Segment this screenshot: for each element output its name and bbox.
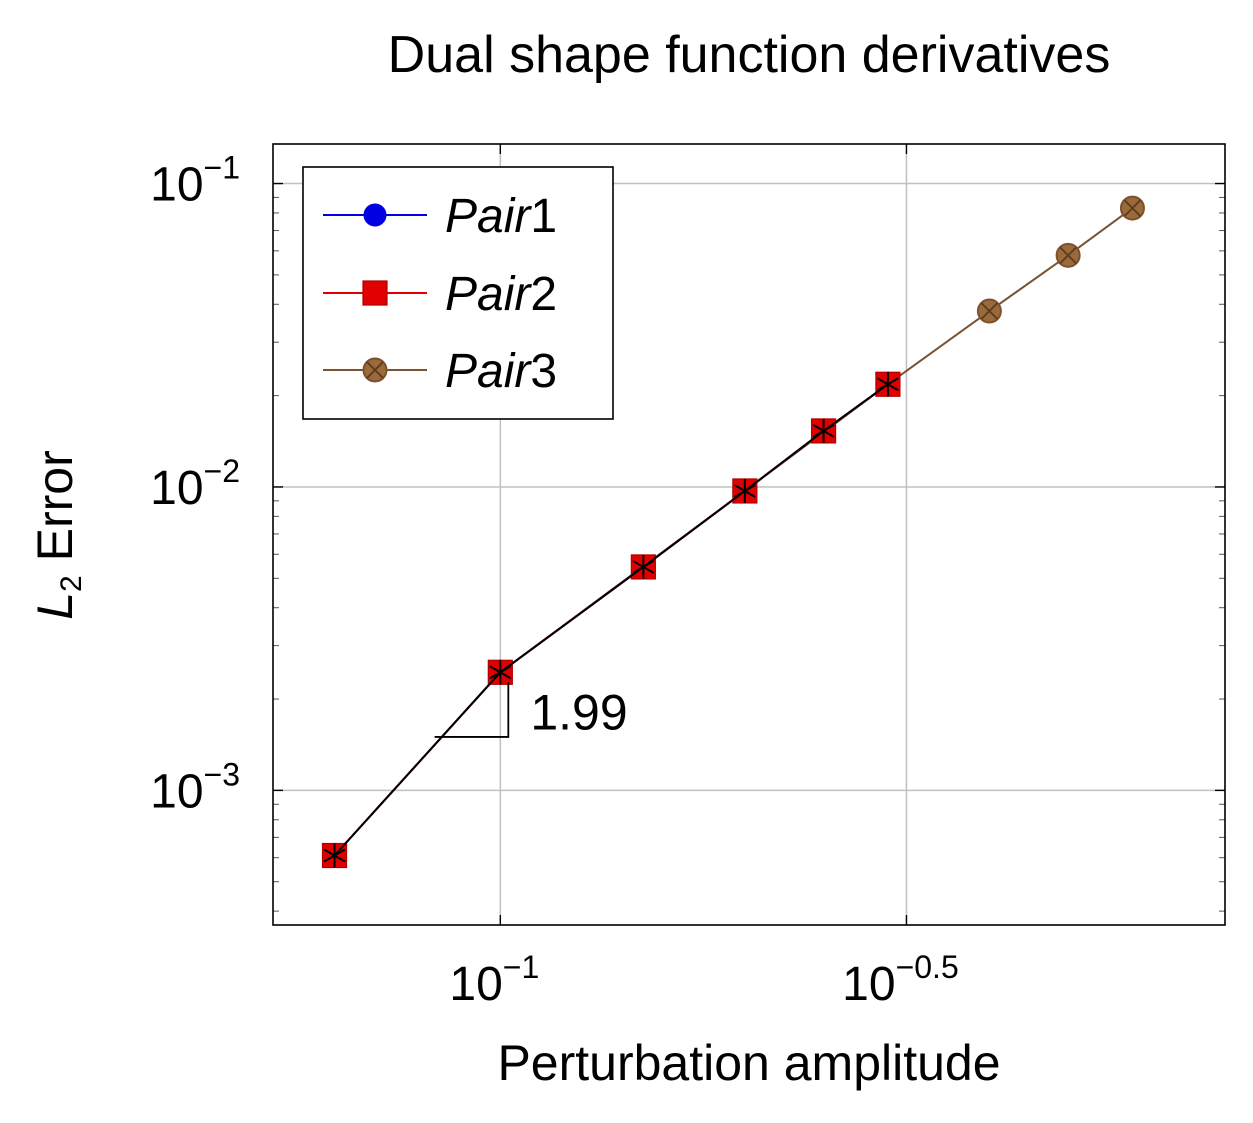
y-tick-label: 10−2: [150, 453, 240, 515]
y-tick-label-exponent: −3: [204, 756, 240, 792]
legend-label-text: Pair: [445, 345, 532, 398]
plot-frame: [272, 143, 1226, 926]
legend-marker: [362, 357, 388, 383]
legend-entry-pair2: Pair2: [323, 268, 557, 321]
reference-point: [323, 843, 346, 868]
reference-point: [632, 554, 655, 579]
y-axis-label-subscript: 2: [55, 575, 88, 592]
series-layer: [321, 195, 1145, 869]
y-tick-label: 10−1: [150, 150, 240, 212]
reference-point: [489, 660, 512, 685]
y-tick-label-exponent: −2: [204, 453, 240, 489]
minor-ticks: [273, 144, 1225, 925]
y-tick-label-base: 10: [150, 765, 203, 818]
y-axis-label-rest: Error: [27, 450, 83, 575]
legend-label-number: 1: [530, 190, 557, 243]
reference-point: [877, 372, 899, 397]
legend-entry-pair3: Pair3: [323, 345, 557, 398]
y-tick-label-base: 10: [150, 462, 203, 515]
legend-label: Pair2: [445, 268, 557, 321]
data-point-pair3: [1055, 242, 1081, 268]
legend-marker: [362, 280, 388, 306]
legend-marker: [363, 203, 387, 227]
reference-line: [333, 383, 889, 857]
x-axis-label: Perturbation amplitude: [497, 1035, 1000, 1091]
legend-label: Pair1: [445, 190, 557, 243]
legend-entry-pair1: Pair1: [323, 190, 557, 243]
y-tick-label: 10−3: [150, 756, 240, 818]
marker-cross-b: [1059, 246, 1077, 264]
asterisk-stroke: [323, 848, 346, 863]
y-axis-label: L2 Error: [27, 450, 88, 620]
y-axis-label-main: L: [27, 592, 83, 620]
x-tick-label: 10−0.5: [842, 949, 959, 1011]
y-tick-label-base: 10: [150, 159, 203, 212]
marker-cross-b: [366, 361, 384, 379]
x-tick-label: 10−1: [449, 949, 539, 1011]
y-tick-label-exponent: −1: [204, 150, 240, 186]
legend-label: Pair3: [445, 345, 557, 398]
data-point-pair3: [976, 298, 1002, 324]
x-tick-labels: 10−1 10−0.5: [449, 949, 958, 1011]
slope-label: 1.99: [530, 685, 627, 741]
asterisk-stroke: [877, 377, 899, 392]
legend-label-text: Pair: [445, 268, 532, 321]
asterisk-stroke: [489, 665, 512, 680]
slope-triangle: [434, 682, 510, 738]
x-tick-label-base: 10: [449, 958, 502, 1011]
y-tick-labels: 10−310−210−1: [150, 150, 240, 819]
asterisk-stroke: [812, 424, 835, 438]
asterisk-stroke: [632, 560, 655, 574]
series-reference: [323, 372, 899, 868]
legend-label-number: 2: [530, 268, 557, 321]
x-tick-label-exponent: −0.5: [896, 949, 959, 985]
marker-cross-b: [1123, 199, 1142, 217]
reference-point: [812, 418, 835, 443]
legend-label-text: Pair: [445, 190, 532, 243]
legend-label-number: 3: [530, 345, 557, 398]
reference-point: [733, 478, 756, 503]
data-point-pair3: [1119, 195, 1145, 221]
x-tick-label-base: 10: [842, 958, 895, 1011]
marker-cross-b: [980, 302, 999, 320]
chart-title: Dual shape function derivatives: [388, 26, 1111, 84]
slope-annotation: 1.99: [434, 682, 628, 741]
asterisk-stroke: [733, 484, 756, 498]
x-tick-label-exponent: −1: [503, 949, 539, 985]
